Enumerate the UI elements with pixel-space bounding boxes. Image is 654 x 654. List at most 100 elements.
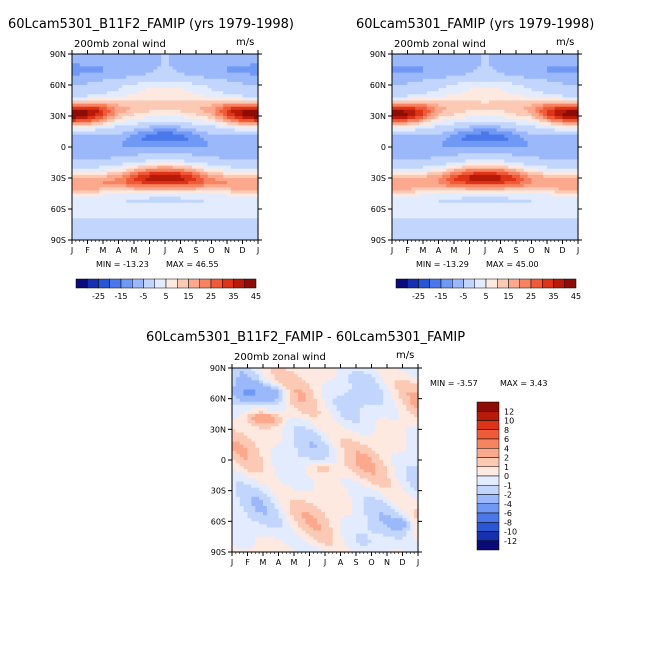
heatmap-cell: [230, 178, 236, 182]
heatmap-cell: [87, 174, 92, 179]
heatmap-cell: [114, 85, 120, 89]
heatmap-cell: [176, 236, 182, 241]
heatmap-cell: [403, 236, 409, 241]
heatmap-cell: [223, 125, 228, 129]
heatmap-cell: [145, 91, 151, 95]
heatmap-cell: [254, 171, 259, 176]
heatmap-cell: [395, 193, 401, 198]
heatmap-cell: [223, 196, 228, 201]
heatmap-cell: [392, 116, 397, 120]
heatmap-cell: [203, 202, 209, 207]
heatmap-cell: [399, 66, 405, 71]
heatmap-cell: [72, 162, 77, 167]
heatmap-cell: [145, 78, 151, 83]
heatmap-cell: [95, 159, 100, 164]
heatmap-cell: [215, 54, 220, 58]
heatmap-cell: [392, 57, 397, 61]
heatmap-cell: [395, 60, 401, 64]
heatmap-cell: [254, 106, 259, 111]
heatmap-cell: [103, 212, 108, 216]
heatmap-cell: [153, 156, 158, 160]
heatmap-cell: [157, 91, 162, 95]
heatmap-cell: [211, 137, 216, 142]
heatmap-cell: [219, 153, 224, 157]
heatmap-cell: [75, 109, 81, 114]
heatmap-cell: [172, 171, 178, 176]
heatmap-cell: [91, 171, 96, 176]
heatmap-cell: [153, 236, 158, 241]
heatmap-cell: [145, 190, 151, 195]
heatmap-cell: [83, 193, 89, 198]
heatmap-cell: [234, 122, 240, 126]
heatmap-cell: [180, 165, 185, 170]
heatmap-cell: [103, 147, 108, 151]
heatmap-cell: [114, 230, 120, 235]
heatmap-cell: [192, 218, 197, 222]
heatmap-cell: [149, 134, 154, 139]
heatmap-cell: [230, 181, 236, 185]
heatmap-cell: [110, 106, 116, 111]
heatmap-cell: [114, 100, 120, 105]
heatmap-cell: [392, 88, 397, 92]
heatmap-cell: [153, 174, 158, 179]
heatmap-cell: [145, 97, 151, 102]
heatmap-cell: [114, 199, 120, 204]
heatmap-cell: [103, 209, 108, 213]
heatmap-cell: [392, 91, 397, 95]
heatmap-cell: [192, 57, 197, 61]
heatmap-cell: [114, 212, 120, 216]
heatmap-cell: [254, 100, 259, 105]
heatmap-cell: [134, 168, 139, 173]
heatmap-cell: [137, 178, 143, 182]
heatmap-cell: [149, 224, 154, 229]
heatmap-cell: [180, 57, 185, 61]
heatmap-cell: [399, 218, 405, 222]
heatmap-cell: [168, 81, 174, 86]
heatmap-cell: [145, 137, 151, 142]
heatmap-cell: [141, 147, 147, 151]
heatmap-cell: [199, 212, 205, 216]
heatmap-cell: [234, 230, 240, 235]
heatmap-cell: [79, 103, 85, 108]
heatmap-cell: [215, 106, 220, 111]
heatmap-cell: [196, 119, 201, 123]
heatmap-cell: [395, 205, 401, 210]
heatmap-cell: [215, 131, 220, 136]
heatmap-cell: [407, 97, 412, 102]
heatmap-cell: [250, 196, 255, 201]
heatmap-cell: [219, 150, 224, 154]
heatmap-cell: [196, 230, 201, 235]
heatmap-cell: [118, 119, 123, 123]
heatmap-cell: [118, 122, 123, 126]
heatmap-cell: [130, 202, 135, 207]
heatmap-cell: [157, 159, 162, 164]
heatmap-cell: [114, 109, 120, 114]
heatmap-cell: [207, 168, 213, 173]
heatmap-cell: [227, 57, 232, 61]
heatmap-cell: [134, 85, 139, 89]
heatmap-cell: [227, 147, 232, 151]
heatmap-cell: [126, 109, 131, 114]
heatmap-cell: [126, 88, 131, 92]
heatmap-cell: [403, 162, 409, 167]
heatmap-cell: [192, 159, 197, 164]
heatmap-cell: [211, 78, 216, 83]
heatmap-cell: [196, 205, 201, 210]
heatmap-cell: [227, 174, 232, 179]
heatmap-cell: [114, 103, 120, 108]
heatmap-cell: [407, 134, 412, 139]
heatmap-cell: [110, 91, 116, 95]
heatmap-cell: [134, 69, 139, 74]
heatmap-cell: [211, 159, 216, 164]
heatmap-cell: [211, 100, 216, 105]
heatmap-cell: [157, 190, 162, 195]
heatmap-cell: [118, 134, 123, 139]
heatmap-cell: [141, 112, 147, 117]
heatmap-cell: [87, 63, 92, 67]
heatmap-cell: [157, 162, 162, 167]
heatmap-cell: [72, 88, 77, 92]
heatmap-cell: [137, 150, 143, 154]
heatmap-cell: [114, 196, 120, 201]
heatmap-cell: [203, 128, 209, 133]
heatmap-cell: [134, 196, 139, 201]
